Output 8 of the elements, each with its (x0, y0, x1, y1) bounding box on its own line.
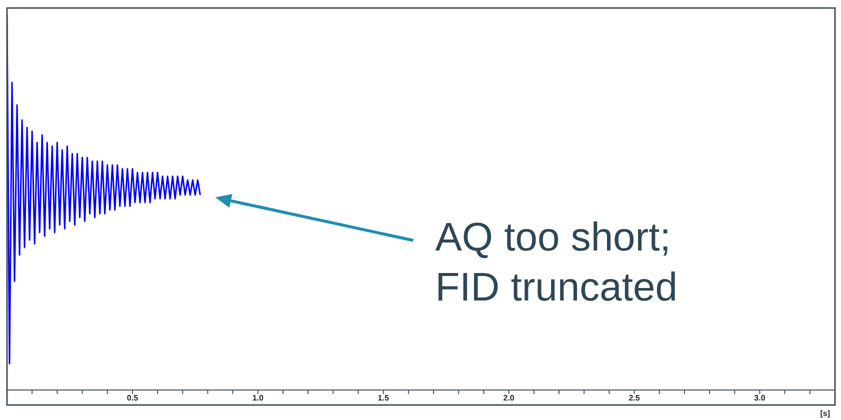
x-tick-label: 0.5 (126, 394, 139, 403)
x-axis-title: [s] (820, 409, 830, 418)
x-tick-label: 3.0 (754, 394, 766, 403)
x-tick-label: 2.0 (503, 394, 515, 403)
x-tick-label: 1.5 (378, 394, 390, 403)
x-tick-label: 2.5 (628, 394, 640, 403)
x-tick-label: 1.0 (252, 394, 264, 403)
annotation: AQ too short; FID truncated (435, 215, 678, 310)
